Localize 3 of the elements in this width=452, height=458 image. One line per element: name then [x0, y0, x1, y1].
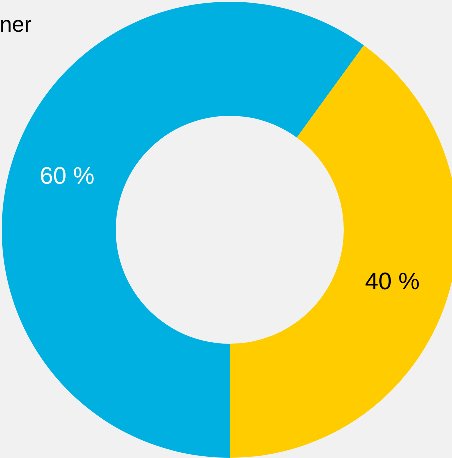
data-label: 60 % [40, 162, 95, 190]
text: ner [0, 12, 32, 38]
data-label: 40 % [365, 268, 420, 296]
